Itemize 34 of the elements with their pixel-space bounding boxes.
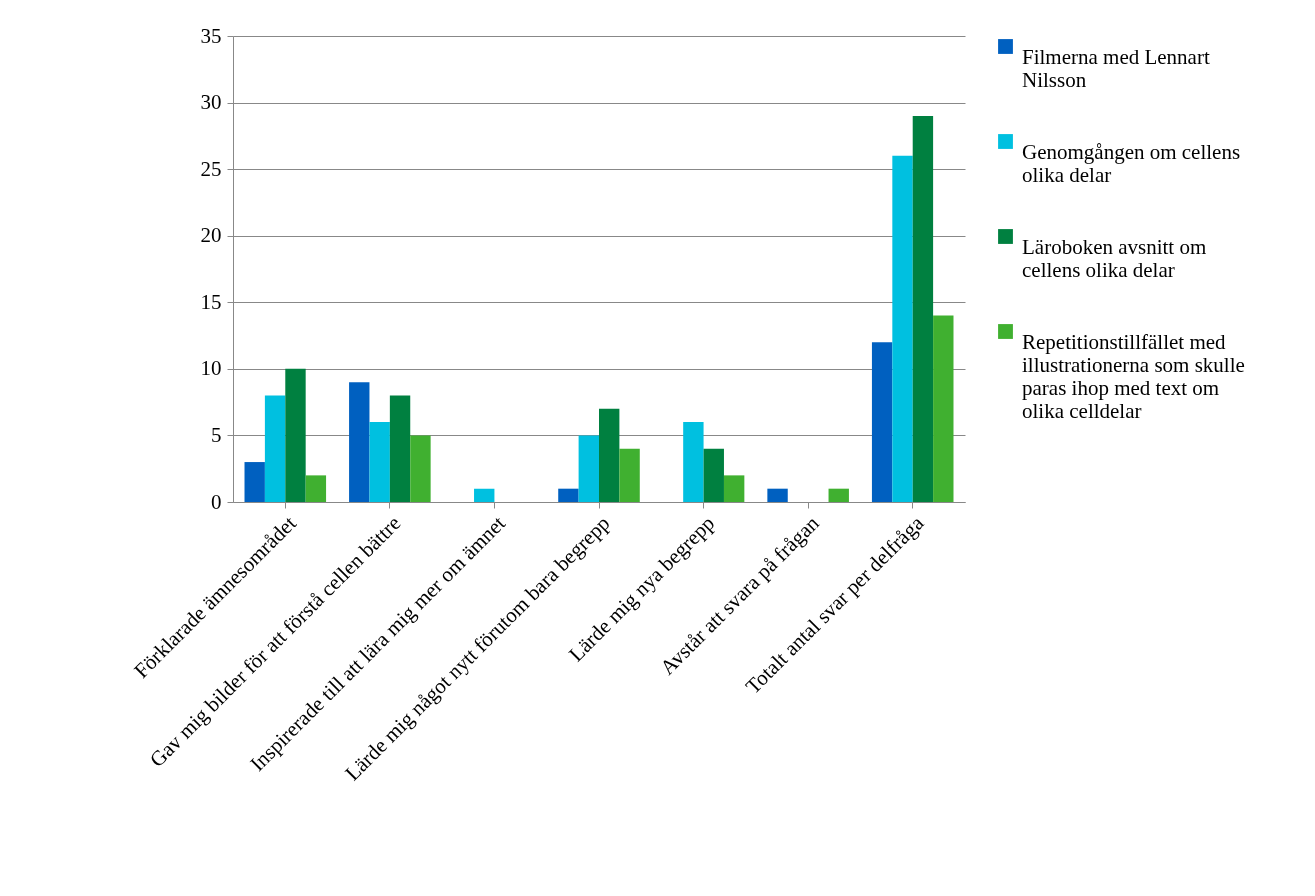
bar (474, 488, 495, 502)
bar (389, 395, 411, 502)
y-tick-label: 0 (211, 489, 222, 514)
bar (578, 435, 599, 502)
bar (349, 382, 370, 502)
bar (264, 395, 286, 502)
legend-label: Repetitionstillfället med illustrationerna som skulle paras ihop med text om olika celldelar (1022, 329, 1245, 423)
bar (599, 408, 620, 502)
y-tick-label: 30 (200, 90, 222, 115)
bar (305, 475, 327, 502)
bar (912, 115, 934, 502)
bar (683, 422, 704, 502)
bar (619, 448, 640, 502)
y-tick-label: 25 (200, 156, 222, 181)
y-tick-label: 20 (200, 223, 222, 248)
bar (410, 435, 431, 502)
y-tick-label: 10 (200, 356, 222, 381)
y-tick-label: 15 (200, 289, 222, 314)
bar (244, 462, 265, 502)
bar (369, 422, 390, 502)
bar (723, 475, 745, 502)
bar (871, 342, 893, 502)
bar (558, 488, 579, 502)
bar (933, 315, 954, 502)
bar (767, 488, 788, 502)
bar (285, 368, 306, 502)
y-tick-label: 35 (200, 23, 222, 48)
legend-label: Genomgången om cellens olika delar (1022, 139, 1241, 187)
bar (892, 155, 913, 502)
legend-label: Filmerna med Lennart Nilsson (1022, 44, 1210, 92)
bar (703, 448, 724, 502)
y-tick-label: 5 (211, 422, 222, 447)
bar (828, 488, 849, 502)
legend-label: Läroboken avsnitt om cellens olika delar (1022, 234, 1207, 282)
